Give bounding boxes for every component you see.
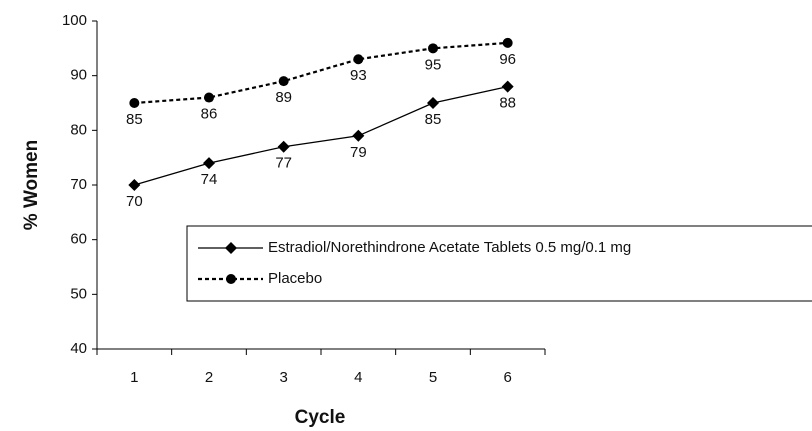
- legend-label: Estradiol/Norethindrone Acetate Tablets …: [268, 239, 631, 256]
- x-tick-label: 2: [205, 369, 213, 386]
- value-label: 77: [275, 155, 292, 172]
- marker: [204, 92, 214, 103]
- marker: [278, 76, 289, 87]
- value-label: 74: [201, 171, 218, 188]
- x-tick-label: 4: [354, 369, 362, 386]
- value-label: 93: [350, 67, 367, 84]
- y-tick-label: 70: [70, 176, 87, 193]
- y-tick-label: 80: [70, 121, 87, 138]
- x-axis-title: Cycle: [295, 407, 346, 428]
- marker: [128, 179, 141, 191]
- legend-box: [186, 225, 812, 302]
- series-line: [134, 41, 508, 105]
- y-tick-label: 90: [70, 67, 87, 84]
- y-tick-label: 100: [62, 12, 87, 29]
- value-label: 70: [126, 193, 143, 210]
- marker: [225, 242, 237, 254]
- marker: [353, 54, 364, 65]
- series-line: [134, 85, 508, 186]
- marker: [352, 129, 365, 142]
- value-label: 86: [201, 106, 218, 123]
- value-label: 85: [425, 111, 442, 128]
- value-label: 96: [499, 51, 516, 68]
- x-tick-label: 5: [429, 369, 437, 386]
- value-label: 88: [499, 95, 516, 112]
- value-label: 95: [425, 56, 442, 73]
- value-label: 89: [275, 89, 292, 106]
- marker: [129, 98, 140, 108]
- value-label: 79: [350, 144, 367, 161]
- x-tick-label: 6: [503, 369, 511, 386]
- y-tick-label: 50: [70, 285, 87, 302]
- marker: [226, 274, 236, 284]
- x-tick-label: 3: [279, 369, 287, 386]
- marker: [428, 43, 438, 54]
- legend-label: Placebo: [268, 270, 322, 287]
- marker: [501, 80, 514, 93]
- marker: [203, 157, 215, 170]
- y-tick-label: 40: [70, 340, 87, 357]
- marker: [427, 97, 439, 109]
- value-label: 85: [126, 111, 143, 128]
- marker: [277, 140, 290, 153]
- y-axis-title: % Women: [21, 140, 42, 230]
- x-tick-label: 1: [130, 369, 138, 386]
- y-tick-label: 60: [70, 231, 87, 248]
- marker: [502, 37, 513, 48]
